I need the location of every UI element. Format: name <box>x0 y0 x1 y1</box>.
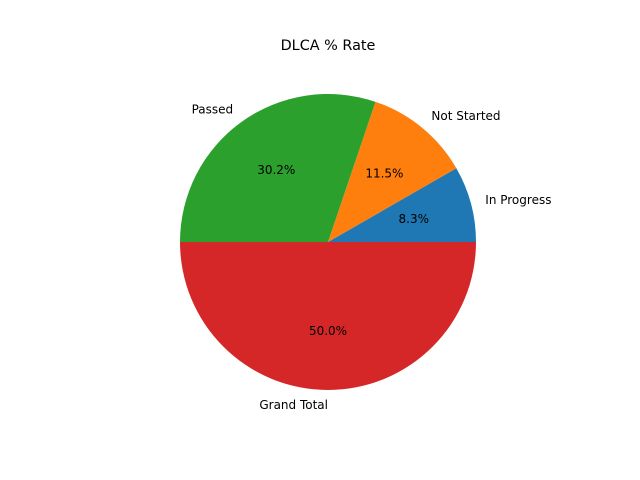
slice-percent-label: 11.5% <box>365 166 403 180</box>
slice-label: Not Started <box>431 109 500 123</box>
pie-slice-in-progress <box>328 168 476 242</box>
pie-slices <box>180 93 476 390</box>
pie-slice-grand-total <box>180 242 476 390</box>
slice-label: In Progress <box>485 193 551 207</box>
slice-percent-label: 50.0% <box>309 324 347 338</box>
chart-title: DLCA % Rate <box>281 38 376 54</box>
slice-label: Passed <box>192 103 234 117</box>
slice-percent-label: 30.2% <box>257 163 295 177</box>
slice-percent-label: 8.3% <box>399 212 430 226</box>
pie-slice-not-started <box>328 101 457 242</box>
slice-label: Grand Total <box>259 398 328 412</box>
pie-labels: In Progress 8.3% Not Started 11.5% Passed 30.… <box>192 103 552 412</box>
pie-slice-passed <box>180 93 376 242</box>
